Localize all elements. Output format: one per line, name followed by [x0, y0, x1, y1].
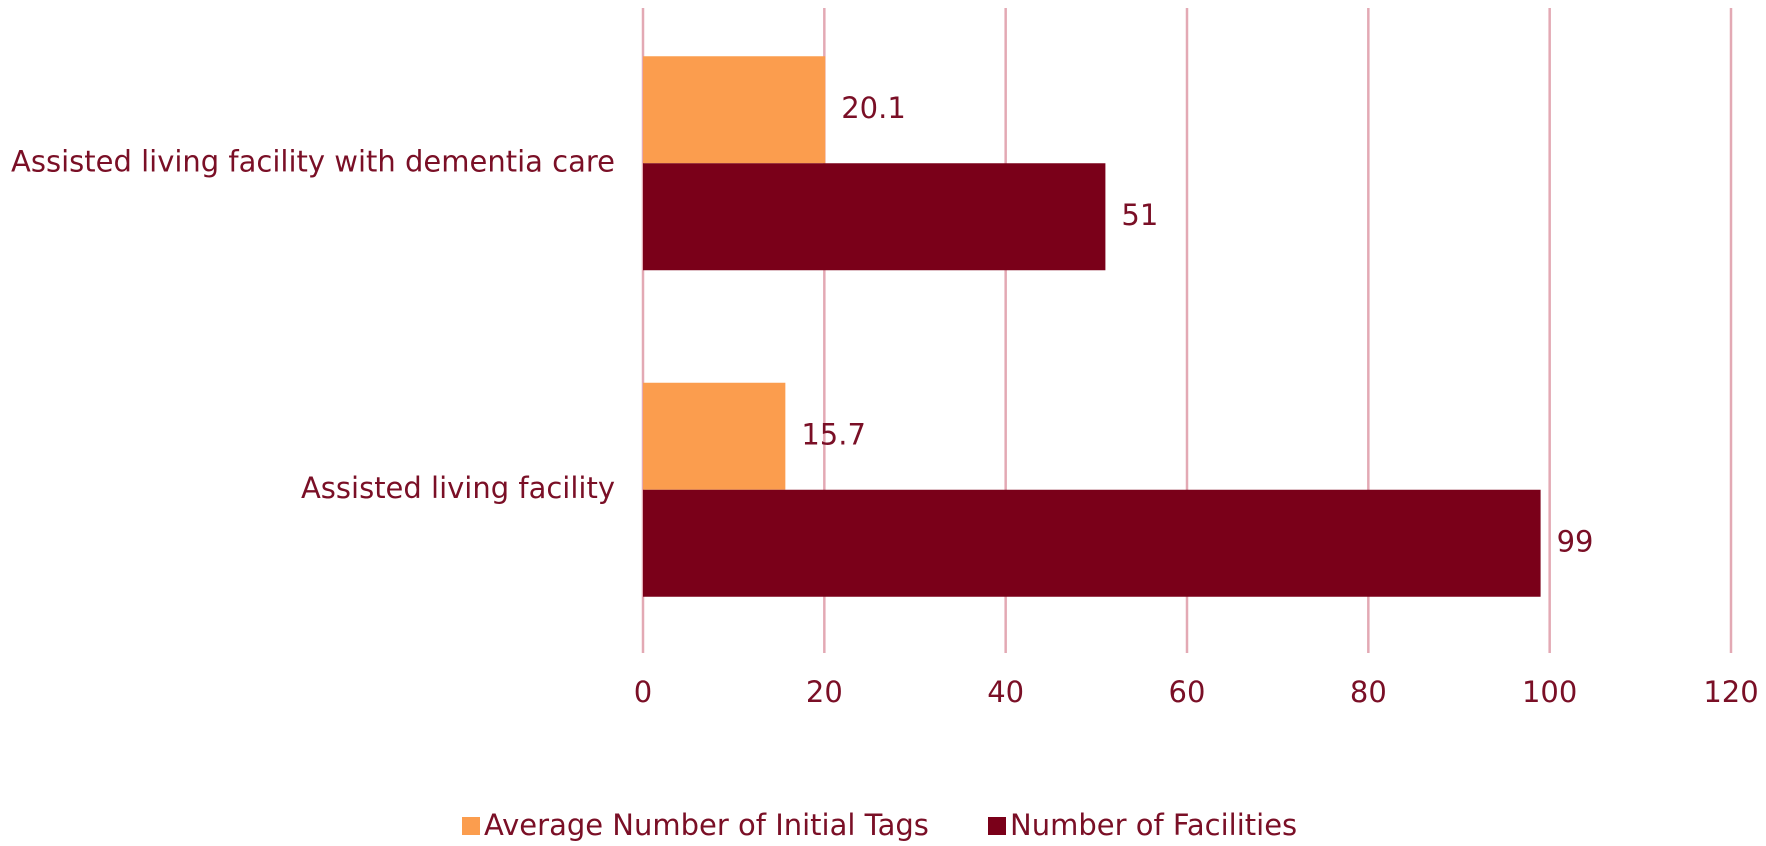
bar — [643, 163, 1106, 271]
x-tick-label: 100 — [1522, 675, 1577, 709]
legend-marker — [462, 817, 480, 835]
value-label: 51 — [1121, 198, 1158, 232]
x-tick-label: 120 — [1703, 675, 1758, 709]
bar — [643, 489, 1541, 597]
x-tick-label: 40 — [987, 675, 1024, 709]
x-tick-label: 60 — [1169, 675, 1206, 709]
x-tick-label: 80 — [1350, 675, 1387, 709]
value-label: 20.1 — [841, 91, 906, 125]
legend-label: Number of Facilities — [1010, 808, 1297, 842]
bar — [643, 56, 826, 164]
y-tick-label: Assisted living facility — [301, 471, 615, 505]
legend-marker — [988, 817, 1006, 835]
legend-label: Average Number of Initial Tags — [484, 808, 929, 842]
value-label: 15.7 — [801, 417, 866, 451]
x-tick-label: 20 — [806, 675, 843, 709]
y-tick-label: Assisted living facility with dementia c… — [11, 144, 615, 178]
x-tick-label: 0 — [634, 675, 652, 709]
bar — [643, 382, 786, 490]
value-label: 99 — [1557, 524, 1594, 558]
